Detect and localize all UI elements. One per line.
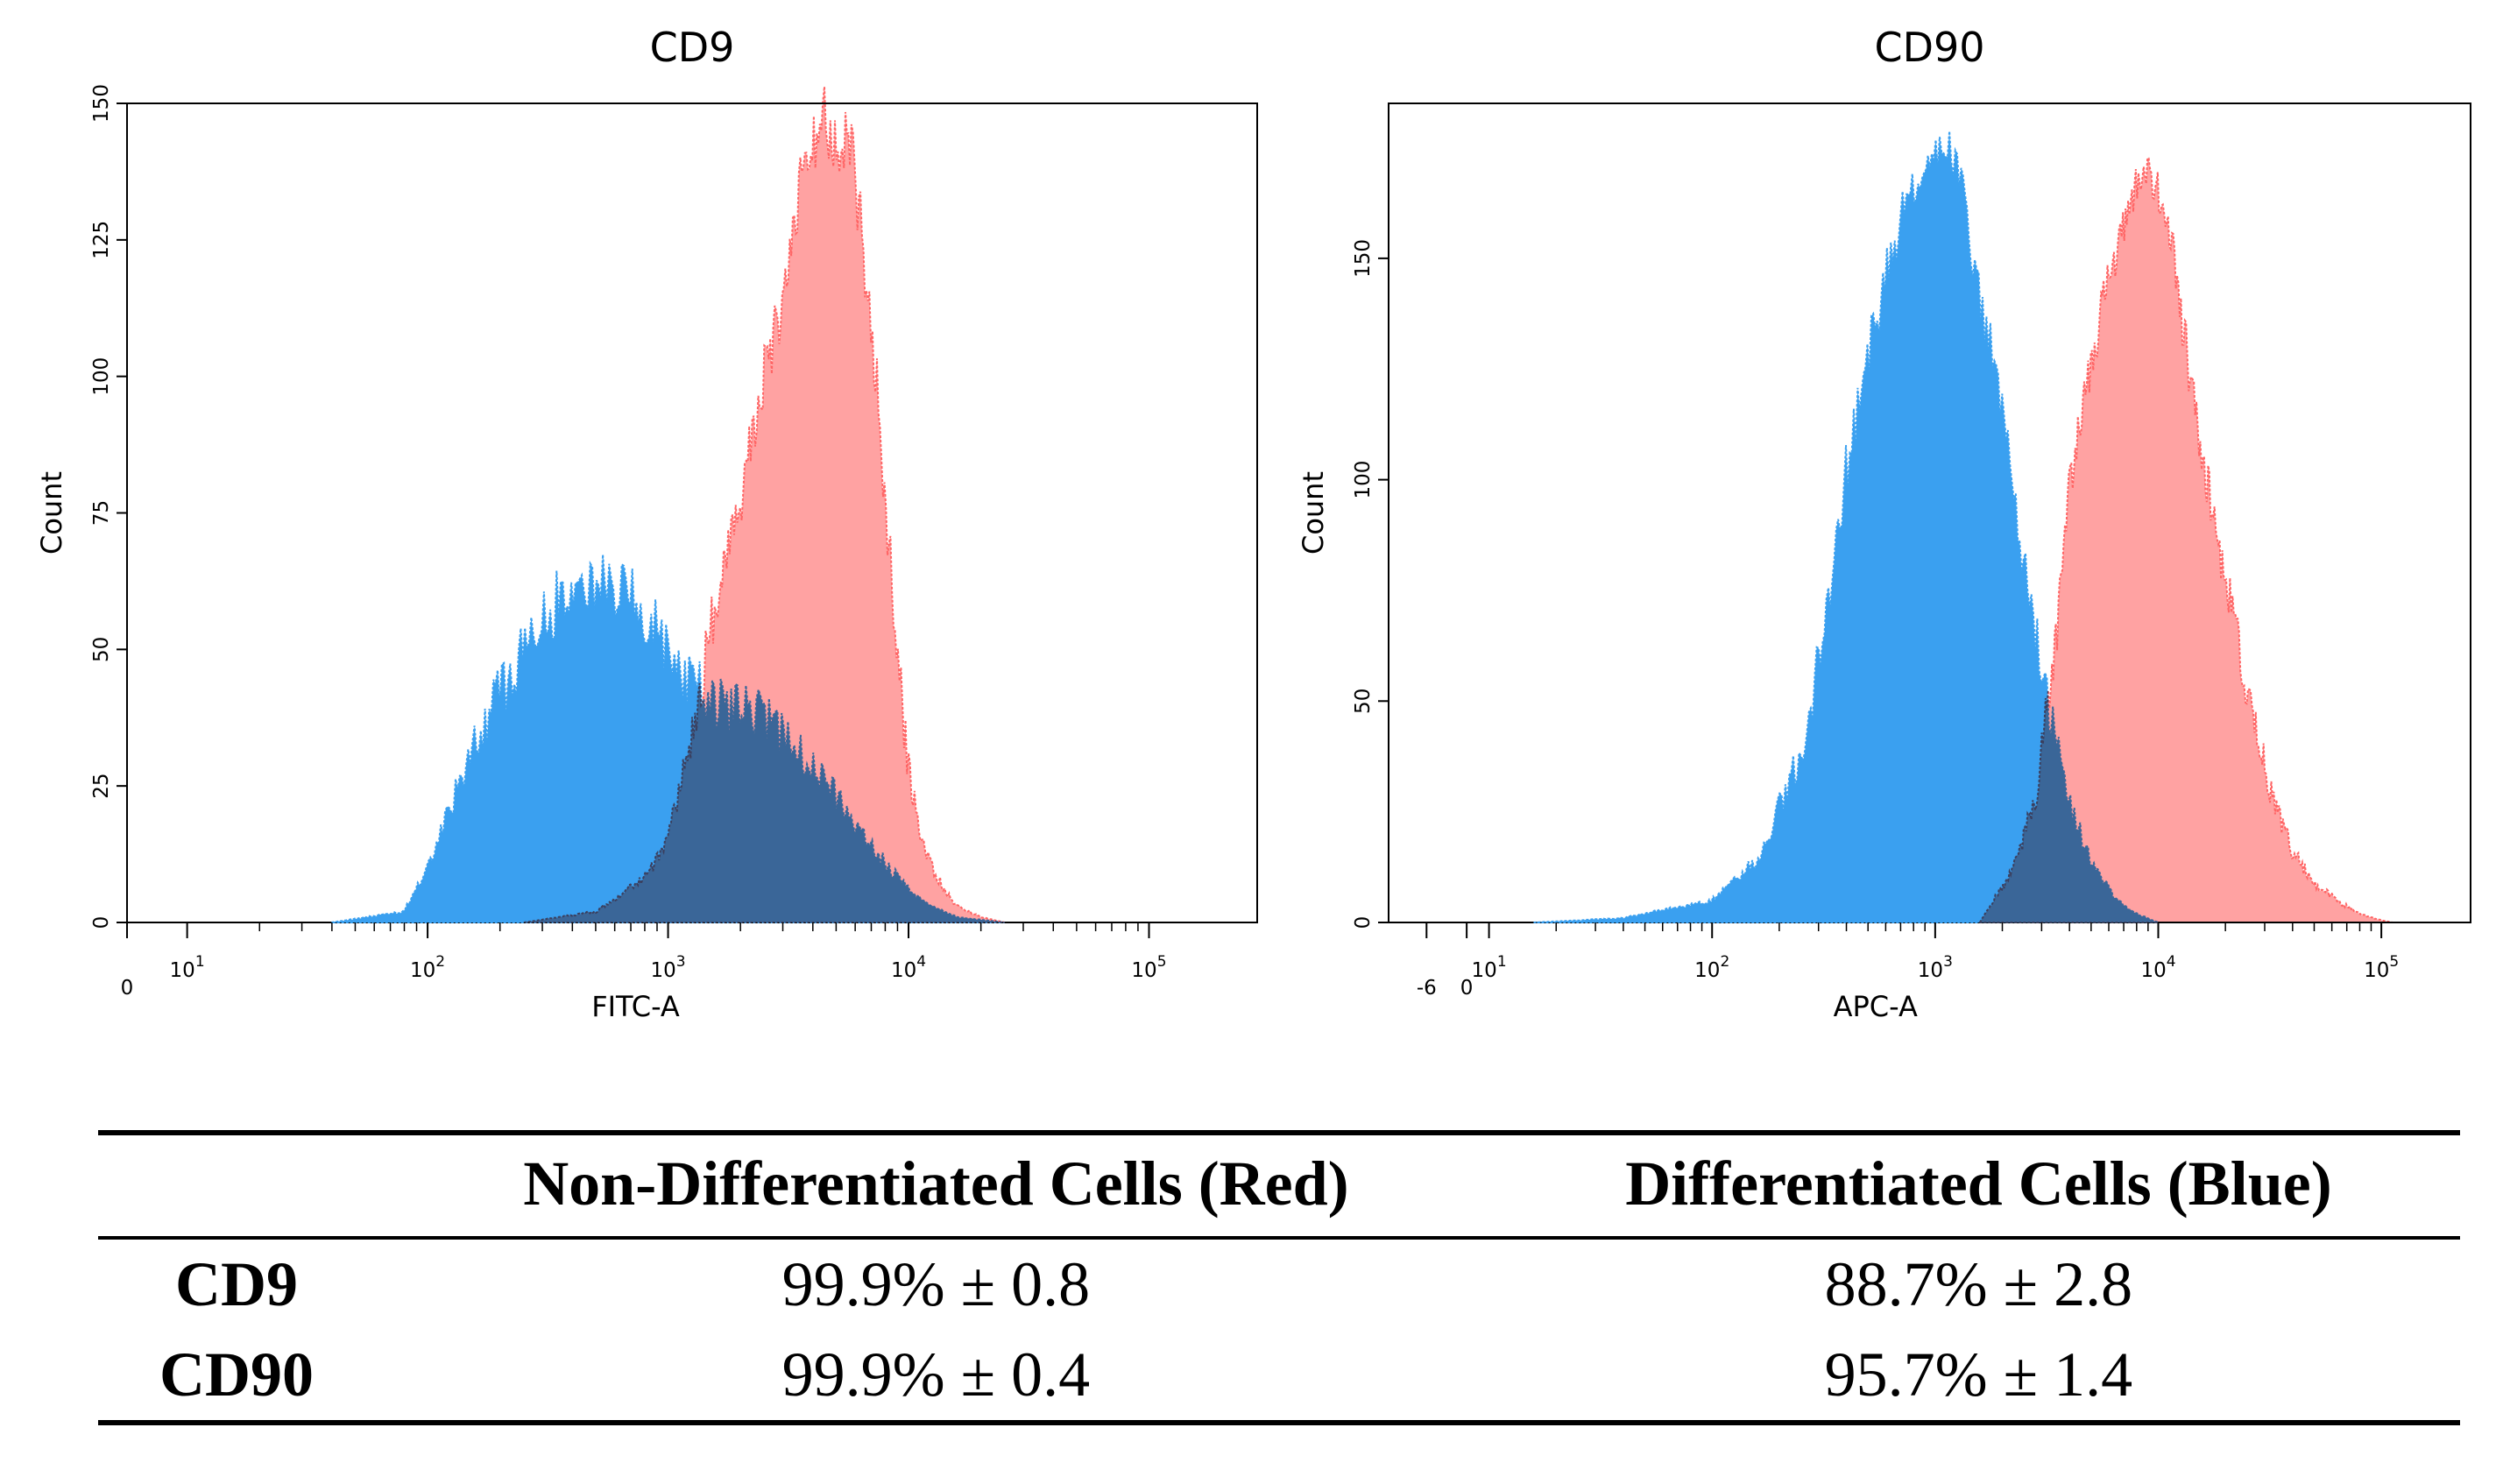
histogram-series-red xyxy=(1977,156,2393,923)
x-tick-label: 103 xyxy=(650,953,685,982)
y-tick-label: 25 xyxy=(90,774,113,799)
x-axis-label: APC-A xyxy=(1834,990,1918,1023)
x-tick-base: 0 xyxy=(1460,977,1474,1000)
x-tick-exponent: 1 xyxy=(195,953,205,971)
cd90-blue-value: 95.7% ± 1.4 xyxy=(1824,1339,2133,1410)
x-tick-exponent: 3 xyxy=(1943,953,1953,971)
header-differentiated: Differentiated Cells (Blue) xyxy=(1625,1148,2332,1219)
x-tick-exponent: 4 xyxy=(916,953,926,971)
expression-summary-table-container: Non-Differentiated Cells (Red) Different… xyxy=(98,1130,2460,1425)
x-tick-label: 101 xyxy=(1472,953,1507,982)
row-label-cd9: CD9 xyxy=(175,1249,298,1319)
x-tick-base: 10 xyxy=(891,959,916,982)
y-axis-label: Count xyxy=(35,471,68,555)
y-tick-label: 0 xyxy=(1352,916,1375,929)
x-tick-base: 10 xyxy=(650,959,675,982)
y-tick-label: 50 xyxy=(1352,689,1375,714)
table-row-cd9: CD9 99.9% ± 0.8 88.7% ± 2.8 xyxy=(98,1238,2460,1330)
cd9-blue-value: 88.7% ± 2.8 xyxy=(1824,1249,2133,1319)
x-tick-label: 104 xyxy=(2140,953,2175,982)
x-tick-base: 10 xyxy=(1472,959,1497,982)
x-tick-base: 10 xyxy=(1694,959,1720,982)
x-tick-label: 0 xyxy=(121,977,134,1000)
x-tick-base: 10 xyxy=(410,959,435,982)
x-tick-label: 101 xyxy=(170,953,205,982)
y-tick-label: 50 xyxy=(90,637,113,662)
y-tick-label: 100 xyxy=(1352,461,1375,499)
cd9-red-value: 99.9% ± 0.8 xyxy=(781,1249,1091,1319)
x-tick-exponent: 2 xyxy=(435,953,445,971)
table-header-row: Non-Differentiated Cells (Red) Different… xyxy=(98,1133,2460,1238)
x-tick-base: -6 xyxy=(1417,977,1437,1000)
histogram-series-blue xyxy=(1533,131,2159,923)
x-tick-exponent: 2 xyxy=(1720,953,1729,971)
x-tick-label: 102 xyxy=(1694,953,1729,982)
x-tick-label: 105 xyxy=(1131,953,1166,982)
x-tick-exponent: 4 xyxy=(2167,953,2176,971)
y-tick-label: 150 xyxy=(1352,239,1375,278)
y-tick-label: 100 xyxy=(90,357,113,396)
x-tick-base: 10 xyxy=(170,959,195,982)
x-tick-base: 0 xyxy=(121,977,134,1000)
y-tick-label: 0 xyxy=(90,916,113,929)
x-tick-exponent: 5 xyxy=(2389,953,2399,971)
row-label-cd90: CD90 xyxy=(159,1339,314,1410)
table-row-cd90: CD90 99.9% ± 0.4 95.7% ± 1.4 xyxy=(98,1330,2460,1423)
y-tick-label: 150 xyxy=(90,84,113,123)
y-tick-label: 75 xyxy=(90,500,113,526)
x-axis-label: FITC-A xyxy=(591,990,680,1023)
x-tick-exponent: 5 xyxy=(1157,953,1167,971)
x-tick-base: 10 xyxy=(2140,959,2166,982)
chart-title: CD90 xyxy=(1874,24,1984,71)
x-tick-label: 0 xyxy=(1460,977,1474,1000)
header-non-differentiated: Non-Differentiated Cells (Red) xyxy=(523,1148,1349,1219)
histogram-series-red xyxy=(523,86,1006,923)
cd90-red-value: 99.9% ± 0.4 xyxy=(781,1339,1091,1410)
x-tick-exponent: 1 xyxy=(1497,953,1507,971)
x-tick-exponent: 3 xyxy=(676,953,686,971)
x-tick-label: 102 xyxy=(410,953,445,982)
x-tick-base: 10 xyxy=(2364,959,2389,982)
chart-title: CD9 xyxy=(650,24,735,71)
y-tick-label: 125 xyxy=(90,221,113,259)
x-tick-label: 104 xyxy=(891,953,926,982)
y-axis-label: Count xyxy=(1297,471,1330,555)
x-tick-label: 103 xyxy=(1918,953,1953,982)
x-tick-label: -6 xyxy=(1417,977,1437,1000)
x-tick-label: 105 xyxy=(2364,953,2399,982)
expression-summary-table: Non-Differentiated Cells (Red) Different… xyxy=(98,1130,2460,1425)
x-tick-base: 10 xyxy=(1918,959,1943,982)
x-tick-base: 10 xyxy=(1131,959,1156,982)
header-corner-cell xyxy=(98,1133,375,1238)
